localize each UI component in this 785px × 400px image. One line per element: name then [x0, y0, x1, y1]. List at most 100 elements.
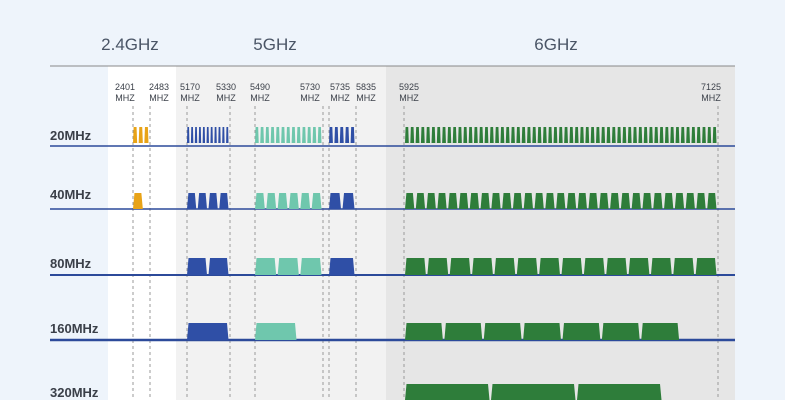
- freq-5730-unit: MHZ: [300, 93, 320, 103]
- channel-block-40mhz-b6-19: [599, 193, 609, 209]
- channel-block-20mhz-b6-38: [601, 127, 606, 143]
- freq-2401-value: 2401: [115, 82, 135, 92]
- channel-block-20mhz-u1-5: [202, 127, 206, 143]
- channel-block-20mhz-u1-11: [226, 127, 229, 143]
- channel-block-20mhz-u1-6: [206, 127, 209, 143]
- channel-block-80mhz-b6-12: [650, 258, 672, 275]
- channel-block-40mhz-b6-6: [458, 193, 469, 209]
- channel-block-160mhz-b6-5: [562, 323, 601, 340]
- freq-5490-unit: MHZ: [250, 93, 270, 103]
- freq-5835-unit: MHZ: [356, 93, 376, 103]
- channel-block-20mhz-b6-14: [473, 127, 478, 143]
- channel-block-20mhz-b6-9: [447, 127, 452, 143]
- channel-block-20mhz-u3-3: [339, 127, 344, 143]
- channel-block-40mhz-b6-14: [545, 193, 555, 209]
- channel-block-40mhz-b6-5: [448, 193, 458, 209]
- channel-block-20mhz-b24-3: [144, 127, 149, 143]
- channel-block-80mhz-b6-14: [695, 258, 717, 275]
- channel-block-20mhz-u2-7: [286, 127, 291, 143]
- channel-block-160mhz-b6-3: [483, 323, 522, 340]
- freq-5170-unit: MHZ: [180, 93, 200, 103]
- freq-5835-value: 5835: [356, 82, 376, 92]
- freq-5730-value: 5730: [300, 82, 320, 92]
- panel-5ghz: [176, 66, 386, 400]
- channel-block-40mhz-b6-10: [502, 193, 512, 209]
- channel-block-320mhz-b6-2: [491, 384, 576, 400]
- channel-block-20mhz-b6-56: [696, 127, 701, 143]
- freq-5330-value: 5330: [216, 82, 236, 92]
- channel-block-20mhz-b6-6: [431, 127, 436, 143]
- channel-block-40mhz-u2-2: [266, 193, 277, 209]
- channel-block-20mhz-b6-8: [442, 127, 446, 143]
- channel-block-40mhz-u2-6: [311, 193, 322, 209]
- freq-5490-value: 5490: [250, 82, 270, 92]
- channel-block-40mhz-b6-26: [674, 193, 685, 209]
- channel-block-20mhz-b6-35: [585, 127, 590, 143]
- channel-block-20mhz-b6-10: [452, 127, 457, 143]
- channel-block-20mhz-b6-17: [489, 127, 494, 143]
- channel-block-20mhz-b6-51: [670, 127, 675, 143]
- channel-block-20mhz-b6-50: [664, 127, 669, 143]
- channel-block-80mhz-b6-8: [561, 258, 583, 275]
- channel-block-80mhz-b6-2: [427, 258, 449, 275]
- channel-block-20mhz-b6-37: [595, 127, 600, 143]
- channel-block-20mhz-b6-39: [606, 127, 611, 143]
- channel-block-20mhz-u2-13: [317, 127, 322, 143]
- channel-block-40mhz-b6-15: [556, 193, 566, 209]
- channel-block-20mhz-u2-10: [302, 127, 306, 143]
- channel-block-160mhz-b6-6: [601, 323, 640, 340]
- channel-block-20mhz-u1-1: [187, 127, 190, 143]
- channel-block-20mhz-b6-26: [537, 127, 542, 143]
- freq-7125-unit: MHZ: [701, 93, 721, 103]
- channel-block-80mhz-b6-3: [449, 258, 471, 275]
- channel-block-20mhz-b6-20: [505, 127, 510, 143]
- channel-block-80mhz-u2-3: [300, 258, 322, 275]
- row-label-160mhz: 160MHz: [50, 321, 99, 336]
- freq-5925-unit: MHZ: [399, 93, 419, 103]
- channel-block-20mhz-b6-41: [617, 127, 622, 143]
- freq-5170-value: 5170: [180, 82, 200, 92]
- channel-block-40mhz-u3-2: [342, 193, 355, 209]
- channel-block-20mhz-u3-2: [334, 127, 339, 143]
- channel-block-40mhz-u1-2: [197, 193, 207, 209]
- channel-block-20mhz-u3-5: [350, 127, 355, 143]
- channel-block-20mhz-b6-1: [405, 127, 409, 143]
- channel-block-80mhz-b6-7: [539, 258, 560, 275]
- channel-block-80mhz-u1-1: [187, 258, 207, 275]
- channel-block-20mhz-b6-25: [532, 127, 537, 143]
- channel-block-20mhz-b6-27: [542, 127, 547, 143]
- channel-block-40mhz-b6-8: [480, 193, 490, 209]
- channel-block-40mhz-b6-9: [491, 193, 501, 209]
- channel-block-160mhz-u2-1: [255, 323, 297, 340]
- freq-5735-value: 5735: [330, 82, 350, 92]
- channel-block-40mhz-b6-27: [685, 193, 695, 209]
- channel-block-20mhz-u1-9: [218, 127, 221, 143]
- channel-block-40mhz-b6-11: [512, 193, 523, 209]
- channel-block-40mhz-b6-12: [523, 193, 534, 209]
- guide-lines: [132, 106, 719, 400]
- channel-block-20mhz-b6-58: [707, 127, 712, 143]
- channel-block-80mhz-b6-13: [673, 258, 695, 275]
- channel-block-20mhz-b6-36: [590, 127, 595, 143]
- channel-block-20mhz-b6-19: [500, 127, 505, 143]
- channel-block-20mhz-b6-33: [574, 127, 579, 143]
- band-title-2-4ghz: 2.4GHz: [101, 35, 159, 54]
- channel-block-80mhz-u3-1: [329, 258, 355, 275]
- channel-block-40mhz-b6-23: [642, 193, 652, 209]
- channel-block-40mhz-b6-1: [405, 193, 415, 209]
- band-title-5ghz: 5GHz: [253, 35, 296, 54]
- channel-block-40mhz-u1-4: [219, 193, 229, 209]
- channel-block-20mhz-u1-3: [194, 127, 198, 143]
- channel-block-20mhz-b6-15: [479, 127, 484, 143]
- channel-block-40mhz-b6-22: [631, 193, 641, 209]
- row-label-40mhz: 40MHz: [50, 187, 92, 202]
- channel-block-20mhz-b6-13: [468, 127, 473, 143]
- channel-block-20mhz-b6-47: [649, 127, 653, 143]
- channel-block-20mhz-u1-7: [210, 127, 213, 143]
- channel-block-20mhz-b6-7: [436, 127, 441, 143]
- channel-block-320mhz-b6-3: [577, 384, 662, 400]
- row-label-320mhz: 320MHz: [50, 385, 99, 400]
- freq-2483-unit: MHZ: [149, 93, 169, 103]
- channel-block-20mhz-b6-44: [633, 127, 637, 143]
- channel-block-80mhz-b6-10: [606, 258, 628, 275]
